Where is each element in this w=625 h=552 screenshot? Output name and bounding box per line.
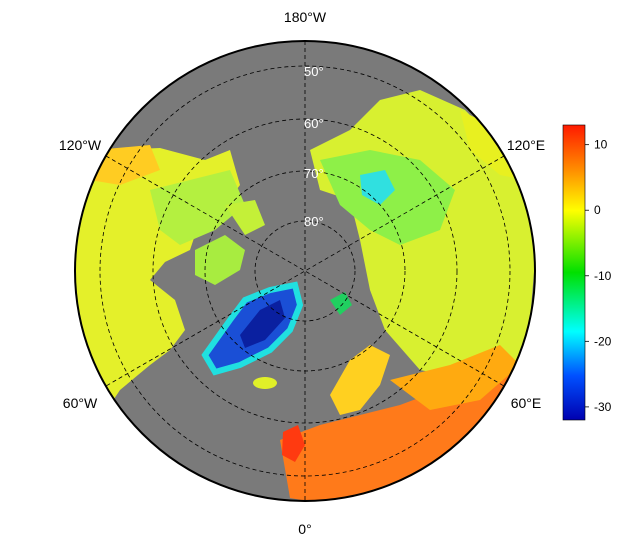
colorbar-ramp (562, 124, 586, 421)
colorbar-tick-label: -30 (594, 400, 612, 414)
parallel-50 (99, 65, 511, 477)
region-canada-green (150, 170, 245, 245)
lat-label-50: 50° (304, 64, 324, 79)
lat-label-80: 80° (304, 214, 324, 229)
colorbar-ticks: 10 0 -10 -20 -30 (585, 138, 612, 414)
polar-map (75, 41, 535, 501)
region-east-europe (390, 345, 520, 410)
lat-label-70: 70° (304, 166, 324, 181)
region-uk (282, 425, 305, 462)
region-taimyr-cold (360, 170, 395, 205)
region-scandinavia (330, 345, 390, 415)
lon-label-0: 0° (298, 521, 311, 537)
graticule (99, 41, 511, 501)
region-arctic-islands-2 (225, 200, 265, 235)
colorbar-tick-label: 0 (594, 203, 601, 217)
lon-label-180w: 180°W (284, 9, 327, 25)
lon-label-120w: 120°W (59, 137, 102, 153)
region-greenland-core (240, 300, 285, 348)
colorbar-tick-label: -20 (594, 334, 612, 348)
colorbar-tick-label: 10 (594, 138, 608, 152)
lon-label-120e: 120°E (507, 137, 545, 153)
region-iceland (253, 377, 277, 389)
region-greenland-edge (201, 281, 304, 376)
lat-label-60: 60° (304, 116, 324, 131)
map-outline (74, 40, 536, 502)
region-svalbard (330, 292, 352, 315)
colorbar: 10 0 -10 -20 -30 (562, 124, 612, 421)
lon-label-60e: 60°E (511, 395, 542, 411)
colorbar-tick-label: -10 (594, 269, 612, 283)
lon-label-60w: 60°W (63, 395, 98, 411)
